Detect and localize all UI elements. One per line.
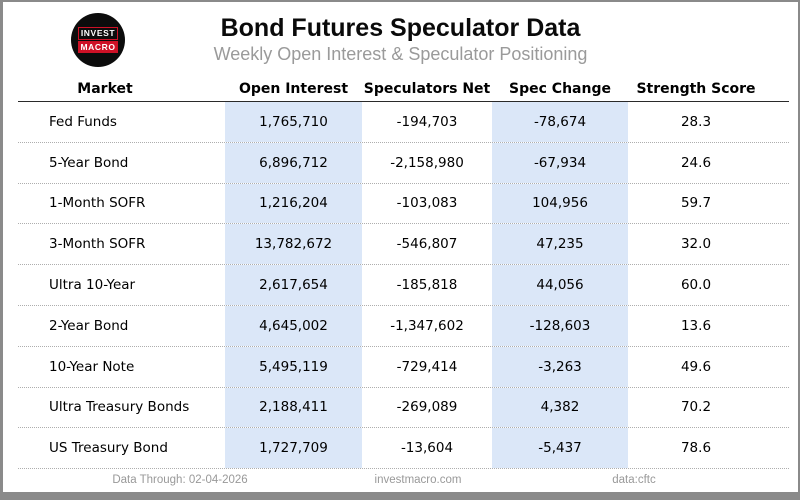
table-row: Ultra 10-Year 2,617,654 -185,818 44,056 … xyxy=(18,265,789,306)
cell-speculators-net: -1,347,602 xyxy=(390,317,464,334)
cell-open-interest: 6,896,712 xyxy=(225,142,362,183)
cell-speculators-net: -546,807 xyxy=(396,236,458,253)
header: Bond Futures Speculator Data Weekly Open… xyxy=(3,14,798,65)
table-header-row: Market Open Interest Speculators Net Spe… xyxy=(18,76,789,102)
cell-speculators-net: -729,414 xyxy=(396,358,458,375)
footer-website: investmacro.com xyxy=(374,474,462,486)
column-header-open-interest: Open Interest xyxy=(238,80,349,97)
cell-speculators-net: -194,703 xyxy=(396,113,458,130)
cell-strength-score: 60.0 xyxy=(680,277,712,294)
cell-strength-score: 28.3 xyxy=(680,113,712,130)
table-row: 1-Month SOFR 1,216,204 -103,083 104,956 … xyxy=(18,183,789,225)
cell-strength-score: 59.7 xyxy=(680,195,712,212)
cell-strength-score: 70.2 xyxy=(680,399,712,416)
cell-market: 5-Year Bond xyxy=(49,154,129,171)
cell-speculators-net: -269,089 xyxy=(396,399,458,416)
cell-spec-change: -5,437 xyxy=(492,428,628,469)
cell-open-interest: 2,188,411 xyxy=(225,387,362,428)
cell-spec-change: 4,382 xyxy=(492,387,628,428)
column-header-spec-change: Spec Change xyxy=(509,80,611,97)
cell-spec-change: -67,934 xyxy=(492,142,628,183)
table-row: 5-Year Bond 6,896,712 -2,158,980 -67,934… xyxy=(18,142,789,184)
cell-open-interest: 13,782,672 xyxy=(225,224,362,265)
table-row: Ultra Treasury Bonds 2,188,411 -269,089 … xyxy=(18,387,789,429)
cell-spec-change: -78,674 xyxy=(492,102,628,142)
logo-macro-text: MACRO xyxy=(78,41,118,53)
cell-speculators-net: -13,604 xyxy=(400,440,454,457)
cell-spec-change: -128,603 xyxy=(492,305,628,346)
cell-market: US Treasury Bond xyxy=(49,440,168,457)
speculator-table: Market Open Interest Speculators Net Spe… xyxy=(18,76,789,470)
cell-spec-change: 44,056 xyxy=(492,265,628,305)
cell-speculators-net: -2,158,980 xyxy=(390,154,464,171)
cell-open-interest: 4,645,002 xyxy=(225,305,362,346)
column-header-speculators-net: Speculators Net xyxy=(363,80,491,97)
cell-strength-score: 24.6 xyxy=(680,154,712,171)
cell-open-interest: 2,617,654 xyxy=(225,265,362,305)
cell-spec-change: 104,956 xyxy=(492,183,628,224)
cell-strength-score: 13.6 xyxy=(680,317,712,334)
table-row: 10-Year Note 5,495,119 -729,414 -3,263 4… xyxy=(18,346,789,388)
logo-invest-text: INVEST xyxy=(77,27,119,40)
table-row: 3-Month SOFR 13,782,672 -546,807 47,235 … xyxy=(18,224,789,266)
cell-market: Ultra 10-Year xyxy=(49,277,136,294)
investmacro-logo: INVEST MACRO xyxy=(71,13,125,67)
cell-speculators-net: -185,818 xyxy=(396,277,458,294)
cell-strength-score: 32.0 xyxy=(680,236,712,253)
table-row: Fed Funds 1,765,710 -194,703 -78,674 28.… xyxy=(18,102,789,143)
cell-strength-score: 78.6 xyxy=(680,440,712,457)
footer-data-through: Data Through: 02-04-2026 xyxy=(112,474,248,486)
cell-market: 1-Month SOFR xyxy=(49,195,146,212)
cell-open-interest: 5,495,119 xyxy=(225,346,362,387)
column-header-strength-score: Strength Score xyxy=(636,80,756,97)
column-header-market: Market xyxy=(77,80,133,97)
cell-open-interest: 1,765,710 xyxy=(225,102,362,142)
cell-spec-change: -3,263 xyxy=(492,346,628,387)
footer-source: data:cftc xyxy=(612,474,656,486)
cell-strength-score: 49.6 xyxy=(680,358,712,375)
table-row: 2-Year Bond 4,645,002 -1,347,602 -128,60… xyxy=(18,305,789,347)
cell-spec-change: 47,235 xyxy=(492,224,628,265)
table-row: US Treasury Bond 1,727,709 -13,604 -5,43… xyxy=(18,428,789,470)
cell-market: 3-Month SOFR xyxy=(49,236,146,253)
cell-market: Ultra Treasury Bonds xyxy=(49,399,190,416)
cell-market: 2-Year Bond xyxy=(49,317,129,334)
cell-market: 10-Year Note xyxy=(49,358,135,375)
cell-open-interest: 1,216,204 xyxy=(225,183,362,224)
cell-speculators-net: -103,083 xyxy=(396,195,458,212)
cell-market: Fed Funds xyxy=(49,113,117,130)
page-title: Bond Futures Speculator Data xyxy=(220,14,581,42)
cell-open-interest: 1,727,709 xyxy=(225,428,362,469)
page-subtitle: Weekly Open Interest & Speculator Positi… xyxy=(213,44,588,64)
